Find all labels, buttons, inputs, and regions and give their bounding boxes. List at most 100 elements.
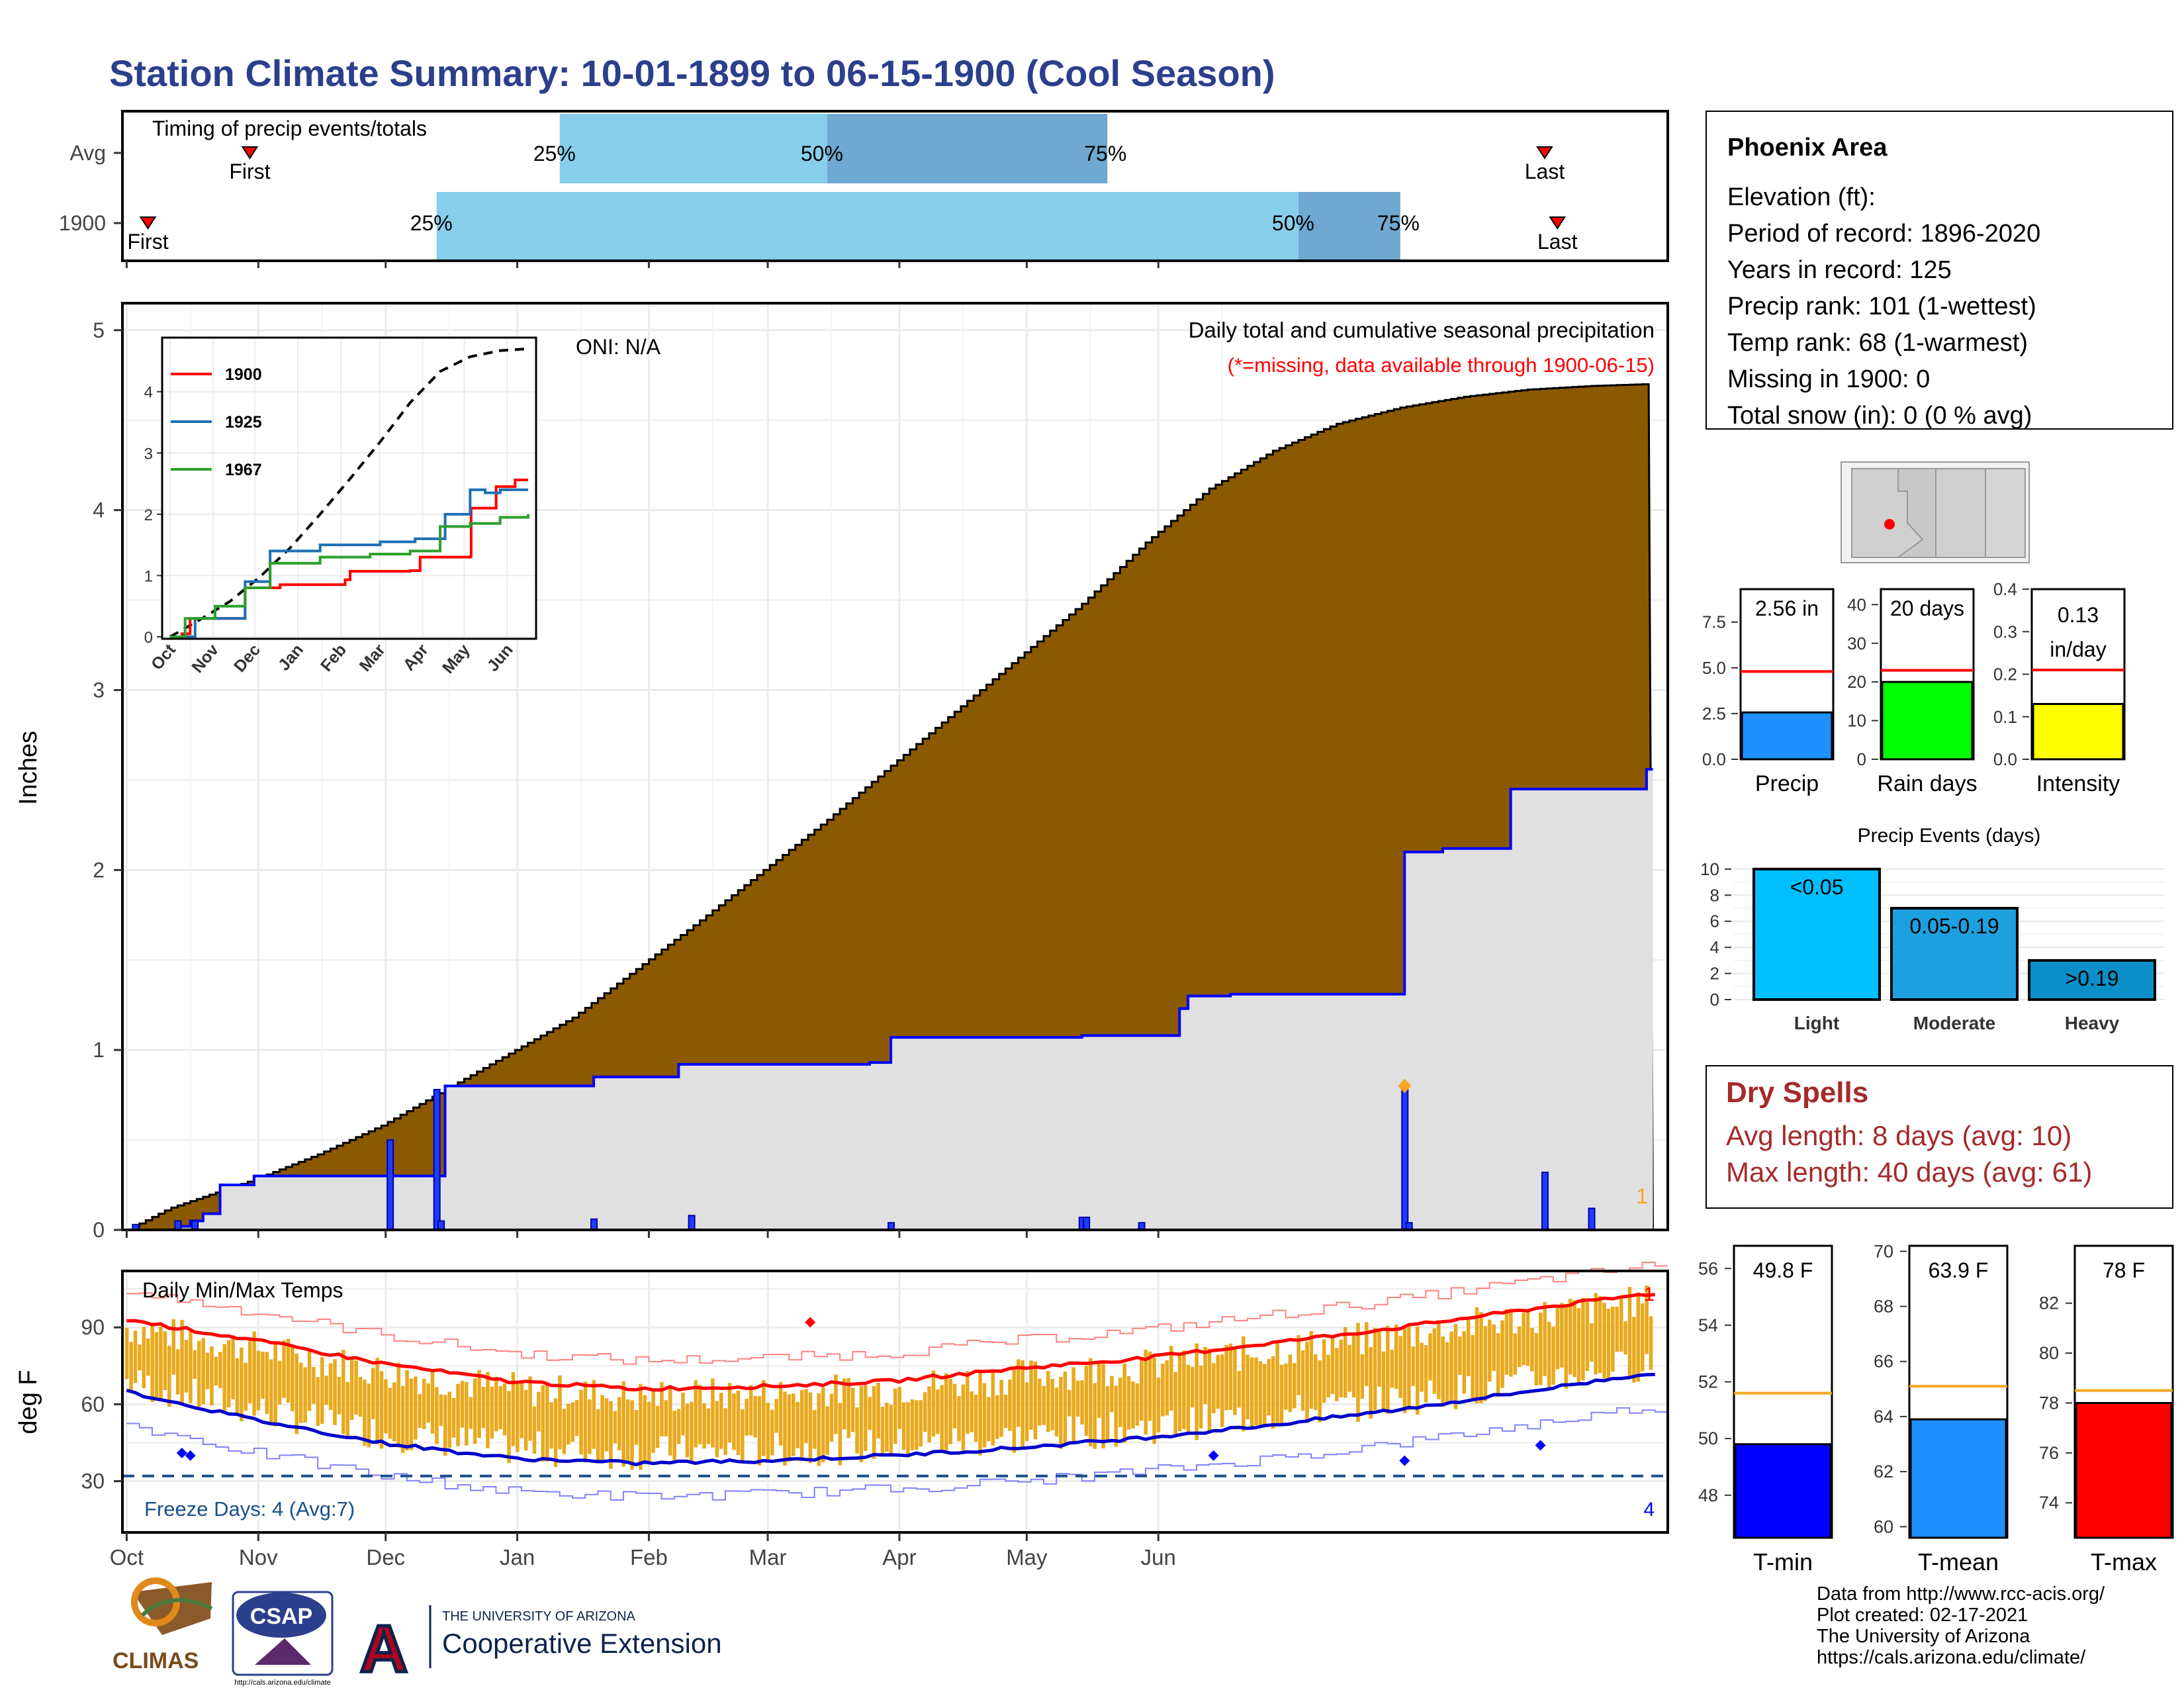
csap-logo-text: CSAP bbox=[250, 1604, 312, 1629]
daily-temp-bar bbox=[405, 1370, 409, 1451]
daily-temp-bar bbox=[1615, 1306, 1619, 1352]
daily-temp-bar bbox=[639, 1383, 643, 1470]
timing-last-marker-Avg bbox=[1536, 146, 1553, 160]
daily-temp-bar bbox=[1351, 1333, 1356, 1397]
daily-temp-bar bbox=[1402, 1328, 1407, 1413]
precip-ytick-label: 3 bbox=[93, 678, 105, 702]
daily-temp-bar bbox=[197, 1340, 201, 1407]
daily-temp-bar bbox=[660, 1382, 664, 1436]
daily-temp-bar bbox=[1632, 1317, 1636, 1383]
daily-temp-bar bbox=[1046, 1371, 1050, 1432]
daily-temp-bar bbox=[1407, 1325, 1411, 1411]
mini-ytick-label-raindays: 30 bbox=[1847, 633, 1866, 653]
daily-temp-bar bbox=[133, 1331, 138, 1383]
daily-temp-bar bbox=[1216, 1354, 1220, 1409]
daily-temp-bar bbox=[1416, 1327, 1420, 1415]
info-line: Years in record: 125 bbox=[1727, 256, 1952, 284]
timing-first-label-Avg: First bbox=[229, 160, 270, 183]
info-line: Total snow (in): 0 (0 % avg) bbox=[1727, 402, 2032, 430]
events-bar-heavy bbox=[2028, 959, 2156, 1001]
daily-temp-bar bbox=[1488, 1319, 1492, 1382]
daily-temp-bar bbox=[1365, 1322, 1369, 1386]
daily-temp-bar bbox=[906, 1402, 910, 1458]
month-label-Nov: Nov bbox=[239, 1545, 278, 1570]
daily-temp-bar bbox=[261, 1351, 265, 1399]
precip-annotation-title: Daily total and cumulative seasonal prec… bbox=[1189, 318, 1655, 342]
daily-temp-bar bbox=[1063, 1372, 1068, 1444]
temp-title: Daily Min/Max Temps bbox=[142, 1278, 343, 1302]
ua-logo-letter: A bbox=[360, 1612, 408, 1686]
daily-temp-bar bbox=[829, 1393, 834, 1442]
daily-temp-bar bbox=[880, 1407, 885, 1455]
daily-temp-bar bbox=[987, 1397, 991, 1442]
daily-temp-bar bbox=[1437, 1320, 1441, 1399]
daily-temp-bar bbox=[1152, 1357, 1156, 1444]
temp-ytick-label: 60 bbox=[81, 1392, 105, 1416]
daily-temp-bar bbox=[583, 1382, 588, 1463]
daily-temp-bar bbox=[621, 1381, 625, 1467]
daily-temp-bar bbox=[307, 1351, 312, 1411]
daily-temp-bar bbox=[694, 1380, 698, 1448]
daily-temp-bar bbox=[762, 1380, 766, 1456]
month-label-Oct: Oct bbox=[110, 1545, 144, 1570]
timing-box-25-50-1900 bbox=[436, 192, 1298, 259]
month-label-Jun: Jun bbox=[1141, 1545, 1176, 1570]
locator-map bbox=[1841, 461, 2030, 563]
daily-temp-bar bbox=[541, 1385, 545, 1462]
events-xlabel-light: Light bbox=[1794, 1013, 1839, 1033]
tbar-bar-tmin bbox=[1734, 1443, 1832, 1539]
daily-temp-bar bbox=[1428, 1333, 1432, 1381]
daily-temp-bar bbox=[430, 1370, 435, 1434]
daily-temp-bar bbox=[1275, 1343, 1279, 1426]
map-state-new-mexico bbox=[1935, 468, 1986, 558]
daily-temp-bar bbox=[1356, 1323, 1360, 1423]
daily-temp-bar bbox=[273, 1342, 277, 1427]
daily-temp-bar bbox=[298, 1362, 303, 1423]
info-frame bbox=[1706, 111, 2173, 430]
daily-temp-bar bbox=[1594, 1293, 1598, 1375]
inset-legend-label-1900: 1900 bbox=[225, 365, 262, 384]
daily-temp-bar bbox=[358, 1376, 363, 1417]
station-location-marker bbox=[1884, 519, 1895, 530]
info-line: Missing in 1900: 0 bbox=[1727, 365, 1930, 393]
daily-temp-bar bbox=[915, 1400, 919, 1450]
daily-temp-bar bbox=[1300, 1350, 1305, 1411]
daily-temp-bar bbox=[711, 1378, 715, 1448]
daily-temp-bar bbox=[1093, 1383, 1097, 1449]
daily-temp-bar bbox=[1547, 1321, 1551, 1391]
daily-temp-bar bbox=[392, 1382, 396, 1442]
daily-temp-bar bbox=[995, 1395, 999, 1439]
daily-temp-bar bbox=[604, 1398, 609, 1452]
tbar-ytick-label-tmax: 78 bbox=[2039, 1393, 2059, 1413]
daily-temp-bar bbox=[244, 1362, 248, 1411]
daily-temp-bar bbox=[562, 1409, 567, 1454]
events-ytick-label: 4 bbox=[1710, 937, 1719, 957]
timing-panel: Timing of precip events/totals Avg 1900 … bbox=[59, 110, 1669, 268]
timing-title: Timing of precip events/totals bbox=[152, 117, 427, 140]
daily-temp-bar bbox=[1071, 1367, 1075, 1442]
daily-temp-bar bbox=[545, 1385, 549, 1462]
daily-temp-bar bbox=[1233, 1348, 1237, 1415]
daily-temp-bar bbox=[1326, 1354, 1330, 1398]
tbar-ytick-label-tmax: 76 bbox=[2039, 1443, 2059, 1463]
daily-temp-bar bbox=[821, 1387, 825, 1463]
daily-temp-bar bbox=[1623, 1321, 1627, 1355]
info-line: Elevation (ft): bbox=[1727, 183, 1876, 211]
daily-temp-bar bbox=[1496, 1333, 1500, 1397]
tbar-value-tmin: 49.8 F bbox=[1753, 1258, 1813, 1282]
daily-temp-bar bbox=[936, 1389, 940, 1434]
daily-temp-bar bbox=[1263, 1364, 1267, 1428]
daily-temp-bar bbox=[966, 1371, 970, 1434]
daily-temp-bar bbox=[328, 1363, 333, 1410]
year-cumulative-area bbox=[126, 769, 1653, 1230]
month-label-Mar: Mar bbox=[749, 1545, 787, 1570]
daily-temp-bar bbox=[745, 1399, 749, 1436]
precip-corner-count: 1 bbox=[1636, 1184, 1648, 1208]
daily-temp-bar bbox=[1386, 1325, 1390, 1414]
daily-temp-bar bbox=[736, 1390, 741, 1456]
daily-temp-bar bbox=[486, 1372, 490, 1448]
daily-temp-bar bbox=[1330, 1335, 1335, 1394]
daily-temp-bar bbox=[337, 1376, 341, 1415]
daily-temp-bar bbox=[418, 1393, 422, 1429]
